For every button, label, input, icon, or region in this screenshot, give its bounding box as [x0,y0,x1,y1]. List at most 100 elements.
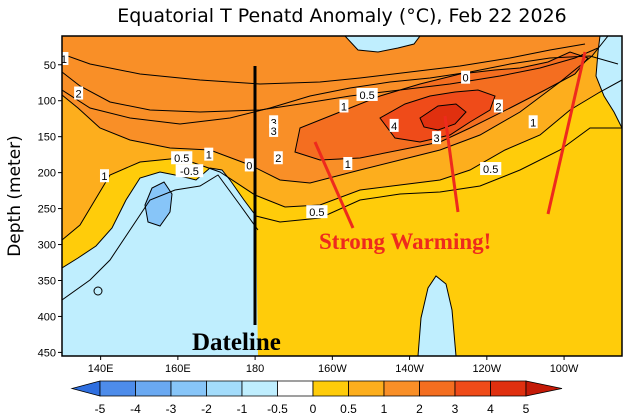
field-cool-west-deep [145,182,172,226]
colorbar-tick-label: -3 [166,402,177,416]
contour-label: 0.5 [174,153,189,165]
contour-line-0-top [344,36,421,53]
contour-line-neg0.5-west [144,181,173,227]
x-tick-label: 140W [395,363,424,375]
y-tick-label: 300 [38,240,56,252]
contour-line-0.5-upper [62,43,586,85]
dateline-annotation: Dateline [192,329,281,356]
contour-label-bg [175,164,204,178]
y-tick-label: 50 [44,60,56,72]
x-tick-label: 120W [472,363,501,375]
contour-label: 0.5 [359,90,374,102]
contour-line-0-west [62,174,259,301]
field-cool-west [62,168,258,356]
contour-line-4 [379,89,496,143]
x-tick-label: 160E [165,363,191,375]
contour-line-5 [419,103,467,131]
contour-label-bg [171,151,193,165]
contour-label: 1 [206,150,212,162]
contour-label: 0 [463,73,469,85]
y-tick-label: 400 [38,311,56,323]
contour-label: 2 [495,101,501,113]
colorbar-tick-label: -0.5 [267,402,288,416]
colorbar-tick-label: 2 [416,402,423,416]
contour-label-bg [306,205,328,219]
x-tick-label: 100W [550,363,579,375]
x-axis-ticks: 140E 160E 180 160W 140W 120W 100W [88,356,579,375]
contour-label: 3 [434,133,440,145]
contour-line-0.5-lower [62,127,622,269]
y-axis-label-group: Depth (meter) [5,135,25,257]
contour-label: 3 [271,126,277,138]
contour-line-2-upper [62,47,599,113]
contour-label-bg [74,86,84,100]
contour-label-bg [528,115,538,129]
contour-label: 0 [246,160,252,172]
y-tick-label: 100 [38,96,56,108]
warming-arrow-2 [443,115,460,213]
strong-warming-annotation: Strong Warming! [319,229,491,254]
colorbar-tick-label: 3 [452,402,459,416]
colorbar-swatch [454,380,491,397]
contour-label-bg [493,99,503,113]
y-tick-label: 250 [38,204,56,216]
chart-title: Equatorial T Penatd Anomaly (°C), Feb 22… [117,5,567,27]
contour-label: 4 [391,121,397,133]
colorbar-swatch [490,380,527,397]
colorbar-swatch [206,380,243,397]
contour-label: 1 [101,171,107,183]
contour-label-bg [461,70,471,84]
contour-label-bg [480,162,502,176]
y-tick-label: 150 [38,132,56,144]
colorbar-swatch [170,380,207,397]
contour-label-bg [339,99,349,113]
y-tick-label: 200 [38,168,56,180]
annotation-lines [253,51,587,325]
colorbar-swatch [99,380,136,397]
colorbar-swatch [277,380,314,397]
field-cool-east-deep [418,276,456,356]
colorbar-swatch [525,380,563,397]
x-tick-label: 160W [318,363,347,375]
x-tick-label: 140E [88,363,114,375]
colorbar-swatch [348,380,385,397]
x-tick-label: 180 [246,363,264,375]
warming-arrow-3 [546,51,587,215]
colorbar-swatch [419,380,456,397]
contour-label: 0.5 [309,207,324,219]
contour-label: 1 [530,117,536,129]
contour-label-bg [269,123,279,137]
contour-label-bg [432,131,442,145]
field-cool-top [345,36,420,52]
contour-label-bg [356,87,378,101]
contour-label: 2 [76,89,82,101]
contour-label-bg [273,151,283,165]
contour-label: 2 [275,153,281,165]
colorbar-swatch [135,380,172,397]
contour-label-bg [244,158,254,172]
contour-label: 1 [61,54,67,66]
y-tick-label: 450 [38,347,56,359]
colorbar-swatch [383,380,420,397]
contour-line-0-east-deep [417,275,457,356]
contour-label-bg [204,147,214,161]
colorbar-tick-label: -1 [237,402,248,416]
contour-label-bg [62,52,69,66]
plot-frame [61,35,623,357]
contour-label: 0.5 [483,164,498,176]
colorbar-tick-label: -4 [130,402,141,416]
contour-label: 1 [341,101,347,113]
colorbar-tick-label: 0.5 [340,402,357,416]
contour-label-bg [343,157,353,170]
y-tick-label: 350 [38,275,56,287]
contour-label: 1 [345,159,351,171]
colorbar-tick-label: -2 [201,402,212,416]
colorbar-tick-label: -5 [95,402,106,416]
colorbar-swatch [312,380,349,397]
y-axis-label: Depth (meter) [5,135,25,257]
colorbar-tick-label: 4 [487,402,494,416]
contour-line-2-lower [62,36,609,184]
colorbar-tick-label: 1 [381,402,388,416]
